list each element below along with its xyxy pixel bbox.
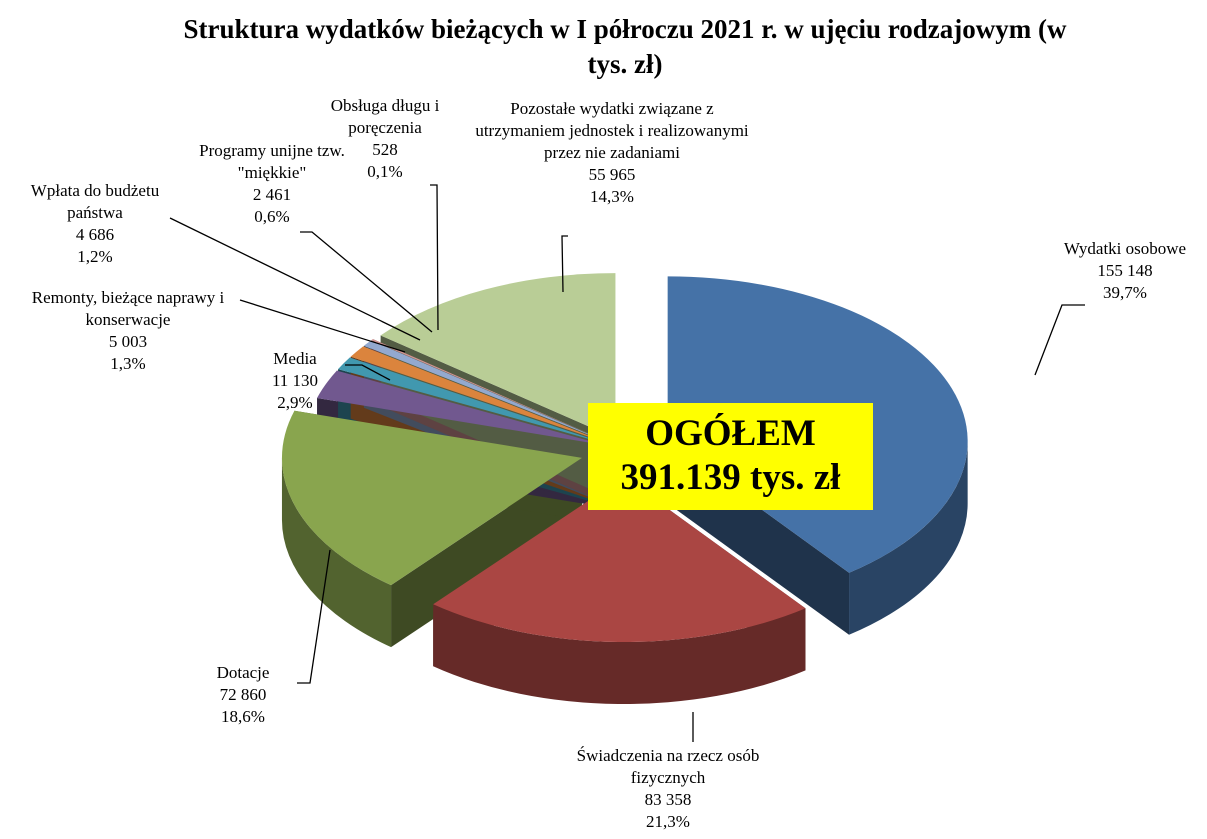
value-label: 83 358 [644, 790, 692, 809]
leader-line [239, 299, 406, 353]
data-label: Dotacje 72 860 18,6% [183, 662, 303, 728]
category-label: Świadczenia na rzecz osób fizycznych [576, 746, 760, 787]
slice [363, 340, 608, 443]
value-label: 528 [372, 140, 398, 159]
data-label: Wydatki osobowe 155 148 39,7% [1040, 238, 1207, 304]
slice [317, 370, 605, 446]
annotation: 391.139 tys. zł [620, 457, 841, 498]
leader-line [345, 364, 391, 381]
leaders [169, 184, 1085, 742]
value-label: 4 686 [75, 225, 115, 244]
category-label: Wpłata do budżetu państwa [30, 181, 160, 222]
slice [371, 339, 608, 442]
category-label: Dotacje [216, 663, 270, 682]
chart-title: Struktura wydatków bieżących w I półrocz… [183, 14, 1067, 79]
data-label: Obsługa długu i poręczenia 528 0,1% [300, 95, 470, 183]
category-label: Pozostałe wydatki związane z utrzymaniem… [475, 99, 749, 162]
leader-line [1034, 304, 1085, 376]
share-label: 0,6% [254, 207, 290, 226]
slice [350, 346, 607, 443]
value-label: 11 130 [271, 371, 319, 390]
share-label: 2,9% [277, 393, 313, 412]
slice-side [281, 457, 392, 648]
share-label: 21,3% [646, 812, 690, 831]
slice [380, 273, 616, 439]
value-label: 5 003 [108, 332, 148, 351]
data-label: Pozostałe wydatki związane z utrzymaniem… [472, 98, 752, 208]
annotation: OGÓŁEM [645, 413, 816, 454]
pie [281, 273, 968, 704]
category-label: Wydatki osobowe [1063, 239, 1187, 258]
category-label: Programy unijne tzw. "miękkie" [199, 141, 345, 182]
value-label: 72 860 [219, 685, 267, 704]
total-box: OGÓŁEM 391.139 tys. zł [588, 403, 873, 510]
share-label: 0,1% [367, 162, 403, 181]
value-label: 55 965 [588, 165, 636, 184]
leader-line [297, 549, 331, 684]
data-label: Remonty, bieżące naprawy i konserwacje 5 … [3, 287, 253, 375]
value-label: 155 148 [1097, 261, 1153, 280]
value-label: 2 461 [252, 185, 292, 204]
share-label: 18,6% [221, 707, 265, 726]
slice-side [433, 604, 806, 704]
data-label: Media 11 130 2,9% [235, 348, 355, 414]
slice [281, 410, 582, 586]
leader-line [561, 235, 568, 293]
category-label: Obsługa długu i poręczenia [330, 96, 440, 137]
share-label: 14,3% [590, 187, 634, 206]
slice [338, 357, 606, 444]
category-label: Remonty, bieżące naprawy i konserwacje [31, 288, 225, 329]
data-label: Programy unijne tzw. "miękkie" 2 461 0,6% [187, 140, 357, 228]
share-label: 39,7% [1103, 283, 1147, 302]
category-label: Media [273, 349, 317, 368]
slice [433, 476, 806, 642]
data-label: Wpłata do budżetu państwa 4 686 1,2% [15, 180, 175, 268]
leader-line [430, 184, 439, 331]
leader-line [300, 231, 433, 333]
leader-line [169, 217, 421, 341]
data-label: Świadczenia na rzecz osób fizycznych 83 3… [538, 745, 798, 833]
share-label: 1,3% [110, 354, 146, 373]
slice-side [849, 441, 968, 635]
share-label: 1,2% [77, 247, 113, 266]
